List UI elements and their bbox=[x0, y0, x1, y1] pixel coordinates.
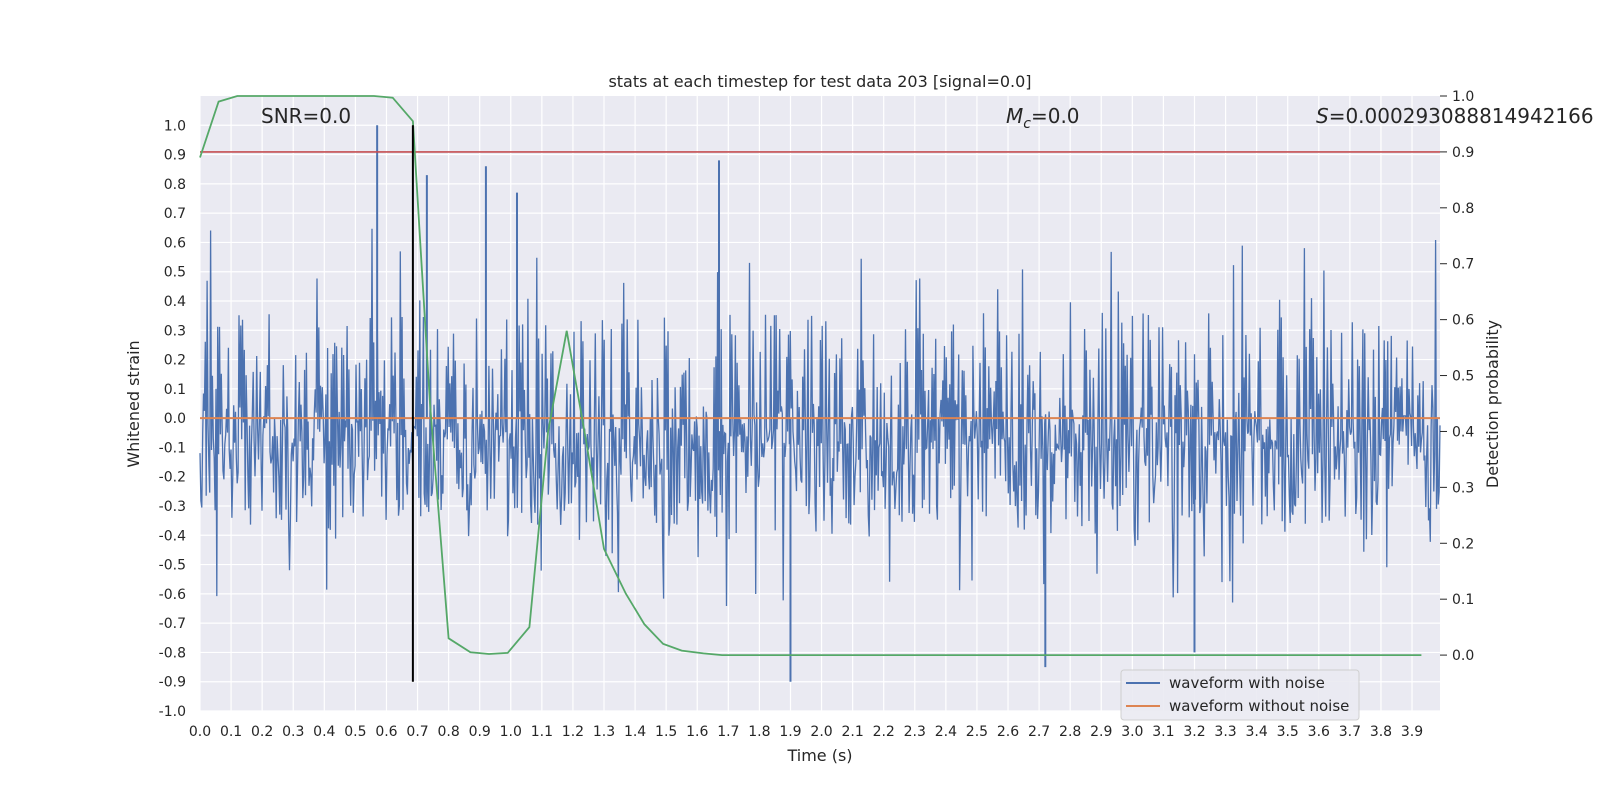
x-tick-label: 1.1 bbox=[531, 724, 553, 740]
x-tick-label: 3.3 bbox=[1214, 724, 1236, 740]
y-tick-label: 0.3 bbox=[164, 323, 186, 339]
y2-tick-label: 0.7 bbox=[1452, 257, 1474, 273]
y-tick-label: -0.2 bbox=[159, 470, 186, 486]
y-tick-label: 0.8 bbox=[164, 177, 186, 193]
y-tick-label: 0.1 bbox=[164, 382, 186, 398]
x-tick-label: 2.0 bbox=[810, 724, 832, 740]
x-axis-label: Time (s) bbox=[786, 746, 852, 765]
y-tick-label: 0.6 bbox=[164, 235, 186, 251]
y-tick-label: -0.3 bbox=[159, 499, 186, 515]
x-tick-label: 1.3 bbox=[593, 724, 615, 740]
x-tick-label: 1.7 bbox=[717, 724, 739, 740]
y-tick-label: 0.7 bbox=[164, 206, 186, 222]
x-tick-label: 1.8 bbox=[748, 724, 770, 740]
snr-annotation: SNR=0.0 bbox=[261, 104, 351, 128]
x-tick-label: 3.9 bbox=[1401, 724, 1423, 740]
y2-tick-label: 0.0 bbox=[1452, 648, 1474, 664]
x-tick-label: 2.3 bbox=[904, 724, 926, 740]
x-tick-label: 0.3 bbox=[282, 724, 304, 740]
x-tick-label: 3.8 bbox=[1370, 724, 1392, 740]
x-tick-label: 1.5 bbox=[655, 724, 677, 740]
x-tick-label: 0.4 bbox=[313, 724, 335, 740]
legend-label-noisy: waveform with noise bbox=[1169, 674, 1325, 692]
x-tick-label: 3.5 bbox=[1277, 724, 1299, 740]
y-tick-label: -0.8 bbox=[159, 645, 186, 661]
x-tick-label: 2.4 bbox=[935, 724, 957, 740]
y-tick-label: 0.5 bbox=[164, 265, 186, 281]
y2-tick-label: 0.3 bbox=[1452, 480, 1474, 496]
series-waveform-with-noise bbox=[199, 228, 1441, 607]
y-tick-label: 0.0 bbox=[164, 411, 186, 427]
y-tick-label: -0.4 bbox=[159, 528, 186, 544]
y-tick-label: -0.7 bbox=[159, 616, 186, 632]
y-tick-label: -0.5 bbox=[159, 558, 186, 574]
y-tick-label: 0.2 bbox=[164, 353, 186, 369]
x-tick-label: 2.5 bbox=[966, 724, 988, 740]
x-tick-label: 3.4 bbox=[1246, 724, 1268, 740]
y-tick-label: -0.1 bbox=[159, 440, 186, 456]
x-tick-label: 2.7 bbox=[1028, 724, 1050, 740]
y2-tick-label: 0.5 bbox=[1452, 369, 1474, 385]
x-tick-label: 1.6 bbox=[686, 724, 708, 740]
y-tick-label: 0.4 bbox=[164, 294, 186, 310]
y2-tick-label: 0.6 bbox=[1452, 313, 1474, 329]
x-tick-label: 3.1 bbox=[1152, 724, 1174, 740]
x-tick-label: 1.2 bbox=[562, 724, 584, 740]
chirp-mass-annotation: Mc=0.0 bbox=[1006, 104, 1080, 132]
y2-tick-label: 0.9 bbox=[1452, 145, 1474, 161]
y-tick-label: -0.6 bbox=[159, 587, 186, 603]
chirp-mass-value: =0.0 bbox=[1031, 104, 1080, 128]
x-tick-label: 0.2 bbox=[251, 724, 273, 740]
s-annotation: S=0.000293088814942166 bbox=[1316, 104, 1594, 128]
x-tick-label: 1.4 bbox=[624, 724, 646, 740]
legend-label-clean: waveform without noise bbox=[1169, 697, 1349, 715]
x-tick-label: 1.0 bbox=[500, 724, 522, 740]
y-tick-label: -0.9 bbox=[159, 675, 186, 691]
legend-box bbox=[1120, 669, 1360, 721]
chirp-mass-subscript: c bbox=[1023, 116, 1031, 132]
chirp-mass-symbol: M bbox=[1006, 104, 1023, 128]
axis-ticks: 0.0 0.1 0.2 0.3 0.4 0.5 0.6 0.7 0.8 0.9 1.0 1.1 1.2 1… bbox=[159, 89, 1475, 740]
x-tick-label: 3.0 bbox=[1121, 724, 1143, 740]
y2-tick-label: 1.0 bbox=[1452, 89, 1474, 105]
series-layer bbox=[199, 95, 1441, 682]
legend: waveform with noise waveform without noi… bbox=[1120, 669, 1360, 721]
x-tick-label: 3.7 bbox=[1339, 724, 1361, 740]
x-tick-label: 0.1 bbox=[220, 724, 242, 740]
x-tick-label: 0.6 bbox=[375, 724, 397, 740]
y-tick-label: 0.9 bbox=[164, 148, 186, 164]
y2-tick-label: 0.4 bbox=[1452, 424, 1474, 440]
s-symbol: S bbox=[1316, 104, 1329, 128]
x-tick-label: 0.9 bbox=[469, 724, 491, 740]
x-tick-label: 2.2 bbox=[873, 724, 895, 740]
s-value: =0.000293088814942166 bbox=[1329, 104, 1594, 128]
x-tick-label: 3.2 bbox=[1183, 724, 1205, 740]
y2-tick-label: 0.8 bbox=[1452, 201, 1474, 217]
x-tick-label: 1.9 bbox=[779, 724, 801, 740]
x-tick-label: 3.6 bbox=[1308, 724, 1330, 740]
x-tick-label: 0.0 bbox=[189, 724, 211, 740]
x-tick-label: 0.7 bbox=[406, 724, 428, 740]
x-tick-label: 2.9 bbox=[1090, 724, 1112, 740]
y2-axis-label: Detection probability bbox=[1483, 320, 1502, 488]
y-tick-label: 1.0 bbox=[164, 118, 186, 134]
y2-tick-label: 0.2 bbox=[1452, 536, 1474, 552]
series-detection-probability bbox=[199, 95, 1422, 656]
y2-tick-label: 0.1 bbox=[1452, 592, 1474, 608]
x-tick-label: 2.6 bbox=[997, 724, 1019, 740]
x-tick-label: 2.1 bbox=[841, 724, 863, 740]
x-tick-label: 2.8 bbox=[1059, 724, 1081, 740]
y-axis-label: Whitened strain bbox=[124, 340, 143, 467]
y-tick-label: -1.0 bbox=[159, 704, 186, 720]
x-tick-label: 0.5 bbox=[344, 724, 366, 740]
x-tick-label: 0.8 bbox=[437, 724, 459, 740]
chart-title: stats at each timestep for test data 203… bbox=[608, 72, 1031, 91]
